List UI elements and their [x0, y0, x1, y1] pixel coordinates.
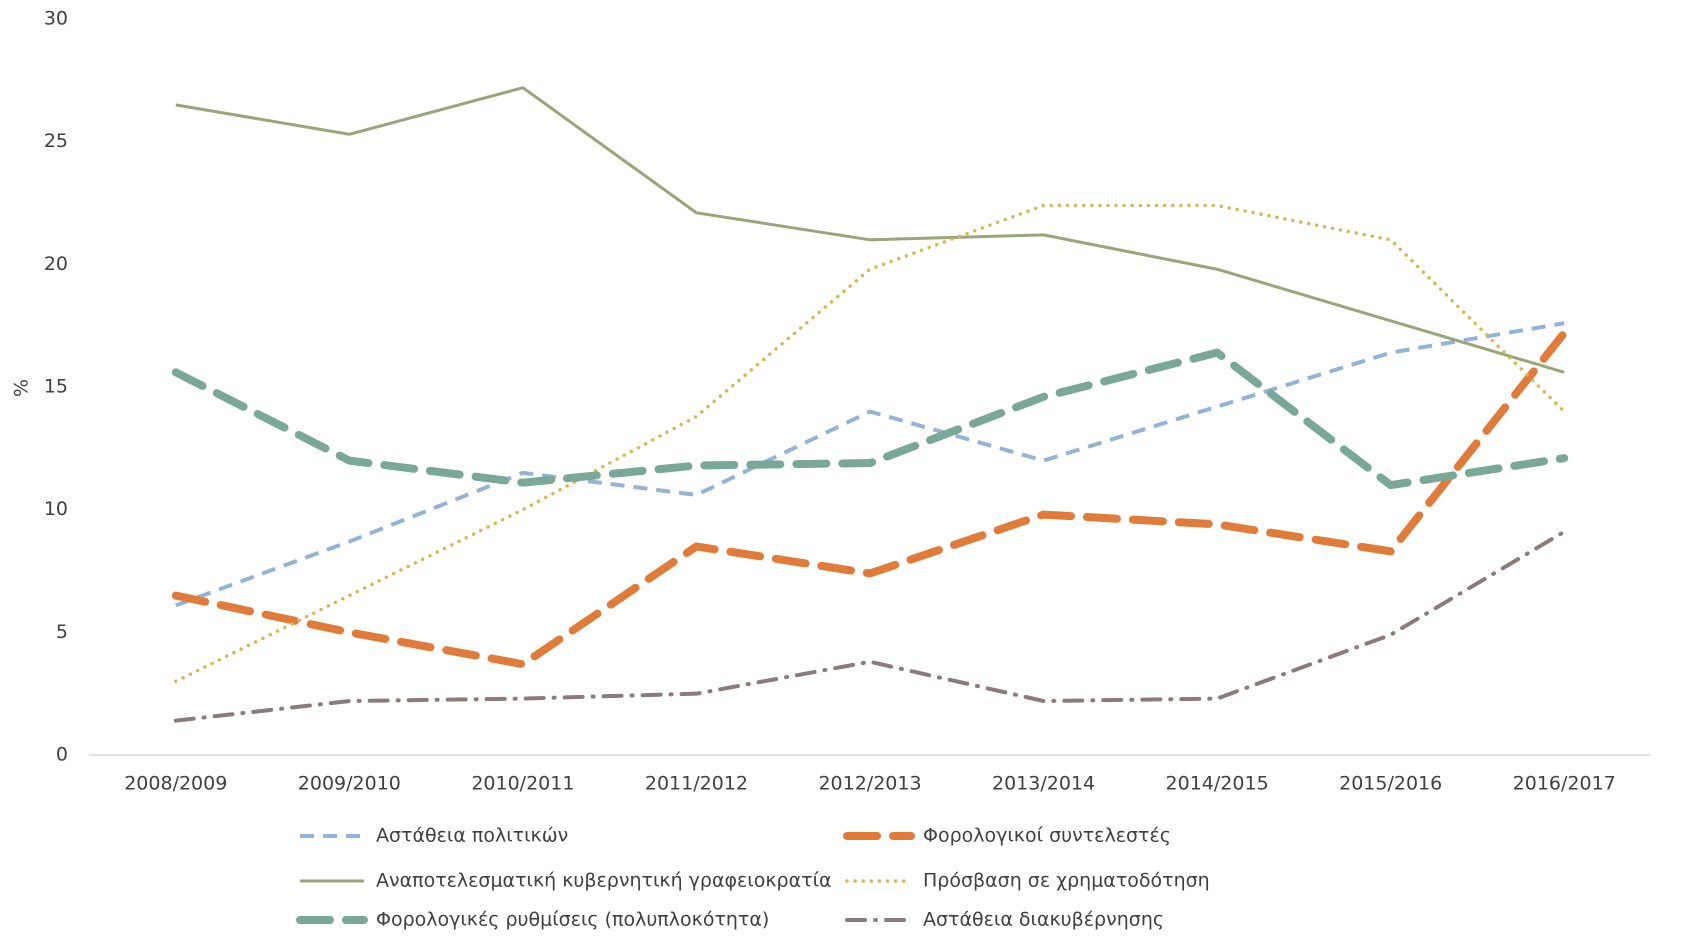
series-line — [174, 203, 1566, 684]
legend-label: Αστάθεια διακυβέρνησης — [923, 909, 1164, 931]
x-tick-label: 2009/2010 — [298, 773, 401, 795]
y-tick-label: 5 — [56, 621, 68, 643]
legend-label: Φορολογικές ρυθμίσεις (πολυπλοκότητα) — [376, 909, 769, 931]
legend-label: Φορολογικοί συντελεστές — [923, 825, 1171, 847]
series-line — [175, 321, 1565, 608]
legend-label: Αστάθεια πολιτικών — [376, 825, 568, 847]
series-line — [171, 329, 1569, 669]
x-tick-label: 2012/2013 — [818, 773, 921, 795]
x-tick-label: 2010/2011 — [471, 773, 574, 795]
series-line — [175, 86, 1565, 374]
series-line — [173, 529, 1567, 723]
y-tick-label: 25 — [44, 130, 68, 152]
series-line — [171, 348, 1569, 490]
x-tick-label: 2011/2012 — [645, 773, 748, 795]
y-tick-label: 10 — [44, 498, 68, 520]
y-tick-label: 15 — [44, 376, 68, 398]
x-tick-label: 2013/2014 — [992, 773, 1095, 795]
legend-label: Πρόσβαση σε χρηματοδότηση — [923, 870, 1210, 892]
x-tick-label: 2015/2016 — [1339, 773, 1442, 795]
y-tick-label: 0 — [56, 744, 68, 766]
x-tick-label: 2016/2017 — [1513, 773, 1616, 795]
y-tick-label: 30 — [44, 8, 68, 30]
x-tick-label: 2008/2009 — [124, 773, 227, 795]
y-tick-label: 20 — [44, 253, 68, 275]
legend-label: Αναποτελεσματική κυβερνητική γραφειοκρατ… — [376, 870, 832, 892]
x-tick-label: 2014/2015 — [1166, 773, 1269, 795]
y-axis-label: % — [11, 379, 33, 397]
